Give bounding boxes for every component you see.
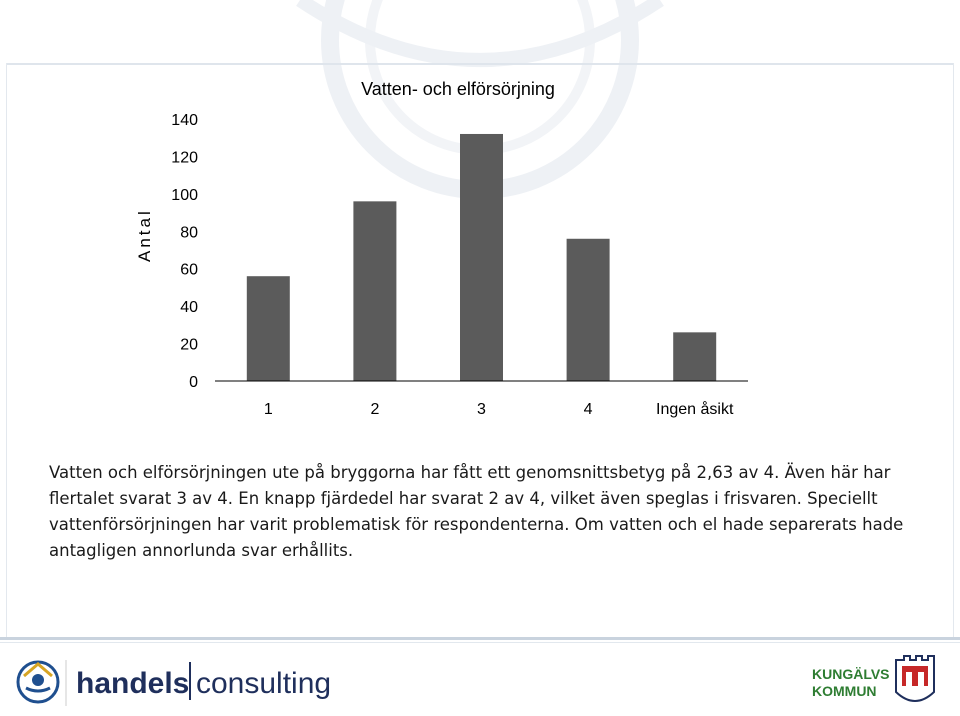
right-border: [953, 63, 954, 638]
bar-series: [246, 133, 717, 381]
y-tick-label: 0: [189, 374, 198, 391]
x-tick-label: Ingen åsikt: [656, 400, 734, 418]
x-axis-ticks: 1 2 3 4 Ingen åsikt: [264, 400, 734, 418]
caption-line: Vatten och elförsörjningen ute på bryggo…: [49, 463, 891, 482]
logo-text-kungalvs: KUNGÄLVS: [812, 666, 890, 682]
caption-line: flertalet svarat 3 av 4. En knapp fjärde…: [49, 489, 878, 508]
x-tick-label: 2: [370, 401, 379, 418]
bar-2: [353, 201, 397, 381]
y-tick-label: 20: [180, 337, 198, 354]
chart-title: Vatten- och elförsörjning: [361, 79, 555, 99]
y-tick-label: 40: [180, 299, 198, 316]
caption-line: antagligen annorlunda svar erhållits.: [49, 541, 354, 560]
caption-text: Vatten och elförsörjningen ute på bryggo…: [49, 460, 929, 564]
y-tick-label: 100: [171, 187, 198, 204]
footer-rule-thin: [0, 642, 960, 643]
bar-1: [246, 276, 290, 381]
y-tick-label: 60: [180, 262, 198, 279]
bar-chart: Vatten- och elförsörjning 02040608010012…: [171, 79, 748, 418]
footer-rule: [0, 637, 960, 640]
x-tick-label: 4: [584, 401, 593, 418]
y-tick-label: 80: [180, 224, 198, 241]
top-rule: [6, 63, 954, 65]
logo-word-handels: handels: [76, 667, 189, 700]
logo-text-kommun: KOMMUN: [812, 683, 877, 699]
kungalvs-kommun-logo: KUNGÄLVS KOMMUN: [812, 655, 935, 702]
y-axis-ticks: 0 20 40 60 80 100 120 140: [171, 112, 198, 391]
bar-5: [673, 332, 717, 381]
x-tick-label: 1: [264, 401, 273, 418]
bar-3: [460, 133, 503, 381]
logo-word-consulting: consulting: [196, 667, 331, 700]
y-tick-label: 120: [171, 149, 198, 166]
handels-consulting-logo: handels consulting: [16, 660, 331, 706]
bar-4: [566, 238, 610, 381]
castle-shield-icon: [895, 655, 935, 702]
left-border: [6, 63, 7, 638]
y-tick-label: 140: [171, 112, 198, 129]
x-tick-label: 3: [477, 401, 486, 418]
crest-icon: [16, 660, 60, 704]
caption-line: vattenförsörjningen har varit problemati…: [49, 515, 904, 534]
y-axis-label: Antal: [135, 208, 154, 262]
